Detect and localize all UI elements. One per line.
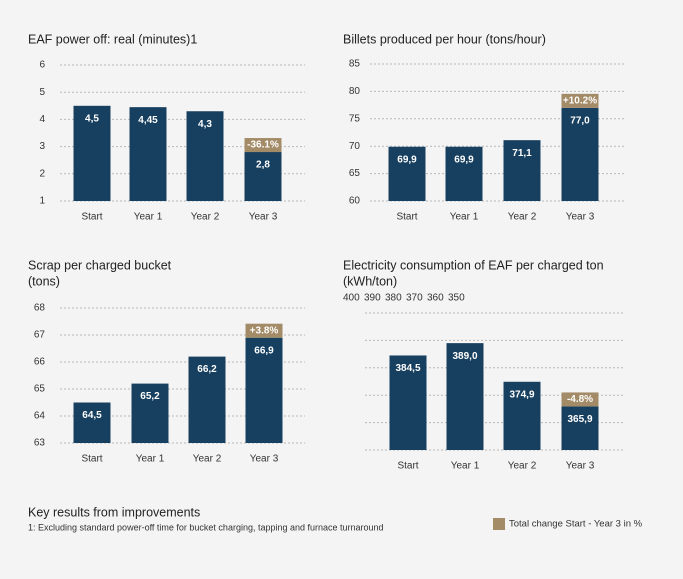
value-label: 2,8 <box>256 160 270 171</box>
y-tick-label: 6 <box>39 60 45 71</box>
y-tick-label: 1 <box>39 196 45 207</box>
chart-title: EAF power off: real (minutes)1 <box>28 32 197 46</box>
bar <box>389 355 427 450</box>
bar <box>561 107 599 201</box>
bar <box>244 152 282 201</box>
bar <box>503 381 541 450</box>
bar <box>131 383 169 443</box>
y-tick-label: 68 <box>34 303 46 314</box>
chart-title: Scrap per charged bucket <box>28 258 172 272</box>
y-tick-label: 85 <box>349 59 361 70</box>
value-label: 66,2 <box>197 364 217 375</box>
x-tick-label: Year 2 <box>508 461 537 472</box>
y-tick-label: 75 <box>349 113 361 124</box>
change-label: -4.8% <box>567 394 593 405</box>
value-label: 69,9 <box>397 154 417 165</box>
bar <box>186 111 224 201</box>
legend-label: Total change Start - Year 3 in % <box>509 519 643 530</box>
x-tick-label: Start <box>397 461 418 472</box>
y-tick-label: 67 <box>34 330 46 341</box>
bar <box>129 107 167 201</box>
change-label: +10.2% <box>563 95 597 106</box>
y-tick-label: 63 <box>34 438 46 449</box>
x-tick-label: Year 2 <box>508 212 537 223</box>
x-tick-label: Year 1 <box>134 212 163 223</box>
x-tick-label: Year 1 <box>450 212 479 223</box>
y-tick-label: 4 <box>39 114 45 125</box>
value-label: 365,9 <box>567 414 592 425</box>
change-label: +3.8% <box>250 325 279 336</box>
value-label: 4,45 <box>138 115 158 126</box>
y-tick-label: 400 <box>343 293 360 304</box>
x-tick-label: Year 3 <box>566 212 595 223</box>
x-tick-label: Year 3 <box>566 461 595 472</box>
chart-title: Electricity consumption of EAF per charg… <box>343 258 604 272</box>
bar <box>245 337 283 443</box>
x-tick-label: Year 2 <box>191 212 220 223</box>
footer-title: Key results from improvements <box>28 505 200 519</box>
x-tick-label: Start <box>396 212 417 223</box>
y-tick-label: 60 <box>349 196 361 207</box>
change-label: -36.1% <box>247 140 279 151</box>
change-box <box>561 392 599 407</box>
x-tick-label: Year 1 <box>451 461 480 472</box>
bar <box>73 105 111 201</box>
y-tick-label: 370 <box>406 293 423 304</box>
x-tick-label: Start <box>81 212 102 223</box>
y-tick-label: 65 <box>349 168 361 179</box>
value-label: 374,9 <box>509 389 534 400</box>
bar <box>561 406 599 450</box>
value-label: 71,1 <box>512 148 532 159</box>
value-label: 64,5 <box>82 410 102 421</box>
bar <box>445 146 483 201</box>
y-tick-label: 3 <box>39 141 45 152</box>
y-tick-label: 64 <box>34 411 46 422</box>
x-tick-label: Start <box>81 454 102 465</box>
value-label: 66,9 <box>254 345 274 356</box>
y-tick-label: 5 <box>39 87 45 98</box>
y-tick-label: 65 <box>34 384 46 395</box>
y-tick-label: 66 <box>34 357 46 368</box>
chart-subtitle: (tons) <box>28 274 60 288</box>
bar <box>188 356 226 443</box>
y-tick-label: 350 <box>448 293 465 304</box>
value-label: 4,5 <box>85 113 99 124</box>
chart-title: Billets produced per hour (tons/hour) <box>343 32 546 46</box>
x-tick-label: Year 3 <box>250 454 279 465</box>
value-label: 77,0 <box>570 115 590 126</box>
value-label: 4,3 <box>198 119 212 130</box>
change-box <box>561 93 599 108</box>
x-tick-label: Year 1 <box>136 454 165 465</box>
y-tick-label: 2 <box>39 168 45 179</box>
legend-swatch <box>493 518 505 530</box>
y-tick-label: 390 <box>364 293 381 304</box>
bar <box>446 343 484 450</box>
bar <box>73 402 111 443</box>
y-tick-label: 70 <box>349 141 361 152</box>
value-label: 384,5 <box>395 363 420 374</box>
bar <box>388 146 426 201</box>
value-label: 65,2 <box>140 391 160 402</box>
x-tick-label: Year 2 <box>193 454 222 465</box>
value-label: 69,9 <box>454 154 474 165</box>
value-label: 389,0 <box>452 351 477 362</box>
bar <box>503 140 541 201</box>
chart-subtitle: (kWh/ton) <box>343 274 397 288</box>
y-tick-label: 380 <box>385 293 402 304</box>
y-tick-label: 360 <box>427 293 444 304</box>
change-box <box>245 323 283 338</box>
change-box <box>244 138 282 153</box>
x-tick-label: Year 3 <box>249 212 278 223</box>
footer-note: 1: Excluding standard power-off time for… <box>28 522 384 532</box>
y-tick-label: 80 <box>349 86 361 97</box>
